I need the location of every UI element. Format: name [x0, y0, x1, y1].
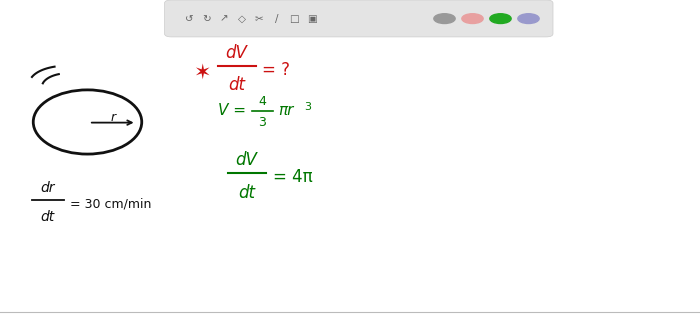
- Text: ↺: ↺: [185, 13, 193, 24]
- Text: πr: πr: [279, 103, 294, 118]
- Text: 3: 3: [304, 101, 312, 112]
- Text: dr: dr: [41, 181, 55, 195]
- Text: /: /: [274, 13, 279, 24]
- Text: 4: 4: [258, 95, 267, 108]
- Text: ✂: ✂: [255, 13, 263, 24]
- Text: = 4π: = 4π: [273, 168, 313, 186]
- Text: dV: dV: [235, 151, 258, 169]
- Text: □: □: [289, 13, 299, 24]
- Text: 3: 3: [258, 116, 267, 128]
- Text: ↗: ↗: [220, 13, 228, 24]
- Text: dt: dt: [238, 184, 255, 202]
- Text: ✶: ✶: [193, 62, 210, 82]
- Ellipse shape: [34, 90, 141, 154]
- Circle shape: [462, 14, 483, 23]
- Circle shape: [490, 14, 511, 23]
- Text: ◇: ◇: [237, 13, 246, 24]
- Text: ↻: ↻: [202, 13, 211, 24]
- Text: r: r: [111, 111, 116, 124]
- Circle shape: [518, 14, 539, 23]
- Text: ▣: ▣: [307, 13, 316, 24]
- Text: dV: dV: [225, 44, 248, 62]
- Text: = ?: = ?: [262, 61, 290, 79]
- Text: V =: V =: [218, 103, 246, 118]
- Text: dt: dt: [228, 76, 245, 94]
- Circle shape: [434, 14, 455, 23]
- Text: = 30 cm/min: = 30 cm/min: [70, 197, 151, 210]
- Text: dt: dt: [41, 210, 55, 224]
- FancyBboxPatch shape: [164, 0, 553, 37]
